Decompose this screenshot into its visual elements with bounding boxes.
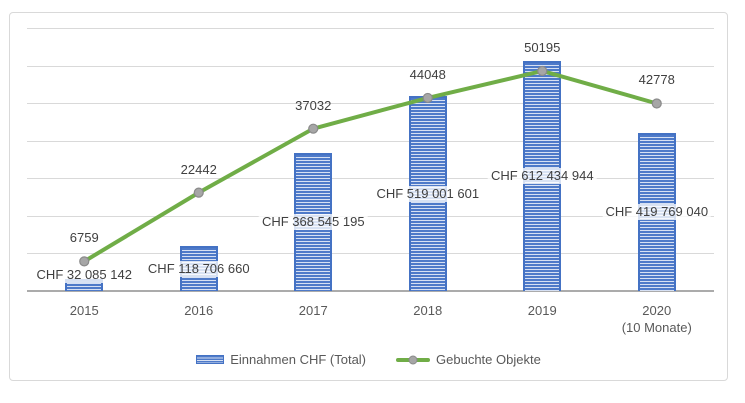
category-label: 2018 xyxy=(363,302,493,319)
bar-value-label: CHF 519 001 601 xyxy=(373,185,483,202)
chart-frame: Einnahmen CHF (Total) Gebuchte Objekte xyxy=(9,12,728,381)
category-label-year: 2016 xyxy=(184,303,214,318)
line-point-marker xyxy=(79,256,90,267)
gridline xyxy=(27,103,714,105)
gridline xyxy=(27,178,714,180)
bar-value-label: CHF 118 706 660 xyxy=(144,260,253,277)
line-value-label: 44048 xyxy=(409,66,446,82)
bar-series-swatch-icon xyxy=(196,355,225,364)
category-label-year: 2020 xyxy=(642,303,672,318)
bar-value-label: CHF 368 545 195 xyxy=(258,213,368,230)
line-value-label: 37032 xyxy=(295,97,332,113)
gridline xyxy=(27,140,714,142)
line-point-marker xyxy=(537,65,548,77)
category-label: 2017 xyxy=(248,302,378,319)
category-label: 2020 (10 Monate) xyxy=(592,302,722,336)
category-label: 2019 xyxy=(477,302,607,319)
bar-value-label: CHF 612 434 944 xyxy=(487,167,597,184)
gridline xyxy=(27,28,714,29)
gridline xyxy=(27,215,714,217)
line-value-label: 6759 xyxy=(69,230,99,246)
gridline xyxy=(27,65,714,67)
category-label-year: 2015 xyxy=(69,303,99,318)
line-value-label: 50195 xyxy=(524,39,561,55)
line-point-marker xyxy=(422,92,433,104)
bar-value-label: CHF 419 769 040 xyxy=(602,204,712,221)
line-series-swatch-icon xyxy=(396,355,431,364)
bar-value-label: CHF 32 085 142 xyxy=(33,266,135,283)
category-label: 2015 xyxy=(19,302,149,319)
line-value-label: 22442 xyxy=(180,161,217,177)
legend-label-gebuchte-objekte: Gebuchte Objekte xyxy=(436,352,541,367)
line-point-marker xyxy=(193,187,204,198)
legend-item-gebuchte-objekte: Gebuchte Objekte xyxy=(396,352,541,367)
category-label-note: (10 Monate) xyxy=(621,320,692,335)
legend-item-einnahmen: Einnahmen CHF (Total) xyxy=(196,352,366,367)
legend: Einnahmen CHF (Total) Gebuchte Objekte xyxy=(10,352,727,367)
gridline xyxy=(27,253,714,255)
category-label-year: 2018 xyxy=(413,303,443,318)
line-value-label: 42778 xyxy=(638,72,675,88)
category-label: 2016 xyxy=(134,302,264,319)
category-label-year: 2019 xyxy=(527,303,557,318)
line-path xyxy=(82,68,659,264)
line-marker-dot-icon xyxy=(408,355,418,364)
legend-label-einnahmen: Einnahmen CHF (Total) xyxy=(230,352,367,367)
category-label-year: 2017 xyxy=(298,303,328,318)
x-axis-line xyxy=(27,290,714,292)
line-point-marker xyxy=(651,98,662,109)
line-point-marker xyxy=(308,123,319,134)
